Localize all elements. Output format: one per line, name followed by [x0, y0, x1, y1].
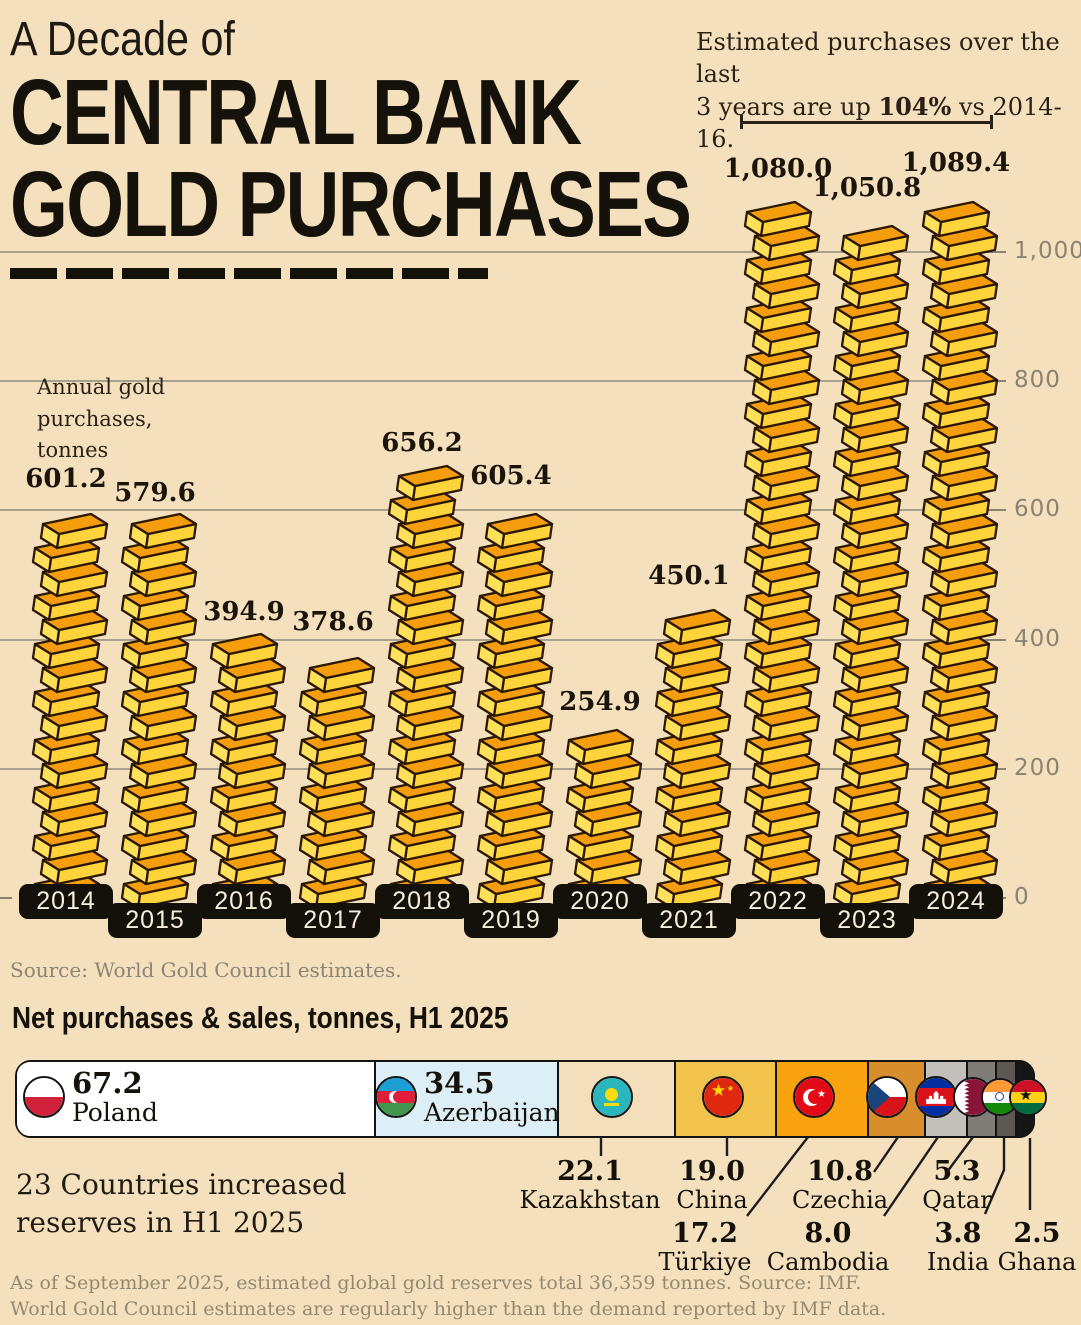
bar-2024 — [915, 200, 999, 910]
country-proportional-bar — [15, 1060, 1035, 1138]
country-value-kazakhstan: 22.1 — [557, 1156, 623, 1187]
title-line-1: A Decade of — [10, 13, 235, 66]
country-name-india: India — [926, 1248, 990, 1276]
year-label-2016: 2016 — [197, 884, 291, 919]
country-value-china: 19.0 — [679, 1156, 745, 1187]
country-value-czechia: 10.8 — [807, 1156, 873, 1187]
axis-label-400: 400 — [1014, 626, 1061, 652]
axis-label-200: 200 — [1014, 755, 1061, 781]
year-label-2019: 2019 — [464, 903, 558, 938]
country-name-ghana: Ghana — [997, 1248, 1077, 1276]
country-name-kazakhstan: Kazakhstan — [519, 1186, 661, 1214]
bar-2020 — [559, 728, 643, 910]
year-label-2021: 2021 — [642, 903, 736, 938]
year-label-2024: 2024 — [909, 884, 1003, 919]
country-name-china: China — [676, 1186, 748, 1214]
value-label-2016: 394.9 — [203, 596, 285, 627]
bracket-tick-left — [740, 115, 743, 129]
flag-china: ★ ★ — [702, 1076, 744, 1118]
country-value-india: 3.8 — [934, 1218, 982, 1249]
year-label-2015: 2015 — [108, 903, 202, 938]
bar-value-azerbaijan: 34.5 — [424, 1066, 495, 1100]
value-label-2015: 579.6 — [114, 477, 196, 508]
title-line-3: GOLD PURCHASES — [10, 152, 692, 256]
chart-source: Source: World Gold Council estimates. — [10, 958, 402, 982]
value-label-2022: 1,080.0 — [723, 154, 833, 185]
country-value-cambodia: 8.0 — [804, 1218, 852, 1249]
value-label-2024: 1,089.4 — [901, 148, 1011, 179]
axis-tick-600 — [986, 509, 1006, 511]
gridline-600 — [0, 509, 1006, 511]
axis-tick-400 — [986, 639, 1006, 641]
value-label-2019: 605.4 — [470, 460, 552, 491]
bar-2019 — [470, 512, 554, 910]
year-label-2022: 2022 — [731, 884, 825, 919]
bar-2017 — [292, 656, 376, 910]
title-line-2: CENTRAL BANK — [10, 60, 582, 164]
value-label-2023: 1,050.8 — [812, 173, 922, 204]
year-label-2017: 2017 — [286, 903, 380, 938]
flag-ghana: ★ — [1009, 1078, 1047, 1116]
flag-turkiye: ★ — [793, 1076, 835, 1118]
annotation-line-1: Estimated purchases over the last — [696, 28, 1060, 89]
bar-2018 — [381, 464, 465, 910]
axis-label-1000: 1,000 — [1014, 238, 1081, 264]
flag-poland — [23, 1076, 65, 1118]
annotation: Estimated purchases over the last 3 year… — [696, 26, 1066, 156]
value-label-2014: 601.2 — [25, 463, 107, 494]
axis-tick-left-0 — [0, 897, 12, 899]
bar-value-poland: 67.2 — [72, 1066, 143, 1100]
axis-label-0: 0 — [1014, 884, 1030, 910]
value-label-2017: 378.6 — [292, 607, 374, 638]
bracket-line — [740, 121, 993, 124]
bar-2023 — [826, 224, 910, 910]
flag-kazakhstan — [591, 1076, 633, 1118]
country-value-türkiye: 17.2 — [672, 1218, 738, 1249]
y-axis-note: Annual gold purchases, tonnes — [37, 375, 165, 462]
value-label-2021: 450.1 — [648, 561, 730, 592]
gold-bar-chart: 0 200 400 600 800 1,000 601.2 579.6 394.9 378.6 65… — [0, 148, 1081, 938]
footer-line-2: World Gold Council estimates are regular… — [10, 1298, 887, 1320]
bar-name-poland: Poland — [72, 1098, 158, 1127]
axis-tick-1000 — [986, 251, 1006, 253]
country-value-qatar: 5.3 — [933, 1156, 981, 1187]
flag-azerbaijan — [375, 1076, 417, 1118]
gridline-800 — [0, 380, 1006, 382]
country-name-qatar: Qatar — [922, 1186, 992, 1214]
bar-2015 — [114, 512, 198, 910]
footer-line-1: As of September 2025, estimated global g… — [10, 1272, 862, 1294]
bracket-tick-right — [990, 115, 993, 129]
year-label-2014: 2014 — [19, 884, 113, 919]
bar-2022 — [737, 200, 821, 910]
flag-czechia — [866, 1076, 908, 1118]
value-label-2018: 656.2 — [381, 428, 463, 459]
axis-label-600: 600 — [1014, 496, 1061, 522]
country-name-cambodia: Cambodia — [766, 1248, 890, 1276]
value-label-2020: 254.9 — [559, 687, 641, 718]
countries-note-line-2: reserves in H1 2025 — [16, 1206, 305, 1239]
bar-2021 — [648, 608, 732, 910]
countries-note-line-1: 23 Countries increased — [16, 1168, 347, 1201]
segment-poland — [17, 1062, 374, 1136]
annotation-line-2: 3 years are up 104% vs 2014-16. — [696, 91, 1062, 154]
gridline-1000 — [0, 251, 1006, 253]
bar-name-azerbaijan: Azerbaijan — [424, 1098, 560, 1127]
title-underline — [10, 268, 488, 279]
bar-2014 — [25, 512, 109, 910]
country-value-ghana: 2.5 — [1013, 1218, 1061, 1249]
year-label-2018: 2018 — [375, 884, 469, 919]
section-heading: Net purchases & sales, tonnes, H1 2025 — [12, 1000, 509, 1035]
year-label-2020: 2020 — [553, 884, 647, 919]
bar-2016 — [203, 632, 287, 910]
flag-cambodia — [915, 1076, 957, 1118]
axis-label-800: 800 — [1014, 367, 1061, 393]
country-name-türkiye: Türkiye — [658, 1248, 752, 1276]
year-label-2023: 2023 — [820, 903, 914, 938]
